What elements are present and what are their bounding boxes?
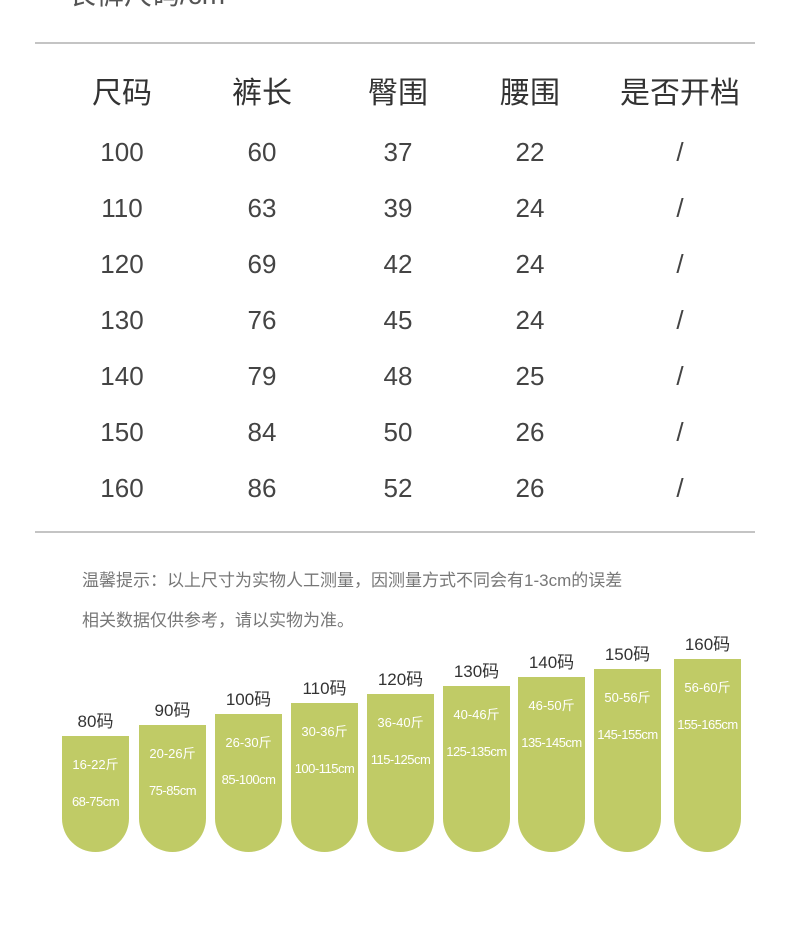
size-height: 145-155cm <box>597 727 658 742</box>
size-label: 120码 <box>378 670 423 689</box>
size-bar <box>674 659 741 852</box>
table-cell: 76 <box>248 305 277 335</box>
table-cell: 100 <box>100 137 143 167</box>
table-cell: 84 <box>248 417 277 447</box>
table-cell: 26 <box>516 473 545 503</box>
table-cell: 37 <box>384 137 413 167</box>
table-cell: 140 <box>100 361 143 391</box>
size-weight: 16-22斤 <box>72 757 118 772</box>
table-cell: 25 <box>516 361 545 391</box>
size-height: 115-125cm <box>371 752 431 767</box>
table-cell: / <box>676 249 684 279</box>
table-cell: 52 <box>384 473 413 503</box>
table-cell: 26 <box>516 417 545 447</box>
size-bar <box>367 694 434 852</box>
table-cell: 24 <box>516 305 545 335</box>
table-cell: 63 <box>248 193 277 223</box>
size-weight: 26-30斤 <box>225 735 271 750</box>
size-label: 80码 <box>78 712 114 731</box>
table-cell: 110 <box>101 193 142 223</box>
size-height: 155-165cm <box>677 717 738 732</box>
size-bar <box>291 703 358 852</box>
table-cell: / <box>676 193 684 223</box>
size-bar <box>139 725 206 852</box>
table-cell: 130 <box>100 305 143 335</box>
size-height: 75-85cm <box>149 783 196 798</box>
size-height: 125-135cm <box>446 744 507 759</box>
note: 相关数据仅供参考，请以实物为准。 <box>82 611 354 630</box>
table-header: 是否开档 <box>620 77 740 110</box>
size-weight: 46-50斤 <box>528 698 574 713</box>
size-bar <box>594 669 661 852</box>
table-cell: 150 <box>100 417 143 447</box>
table-cell: / <box>676 473 684 503</box>
size-weight: 40-46斤 <box>453 707 499 722</box>
table-cell: / <box>676 361 684 391</box>
size-weight: 20-26斤 <box>149 746 195 761</box>
size-height: 85-100cm <box>222 772 276 787</box>
title: 长裤尺码/cm <box>68 0 225 10</box>
table-header: 腰围 <box>500 77 560 110</box>
table-header: 裤长 <box>232 77 292 110</box>
size-label: 160码 <box>685 635 730 654</box>
size-label: 90码 <box>155 701 191 720</box>
table-cell: 120 <box>100 249 143 279</box>
size-label: 140码 <box>529 653 574 672</box>
table-cell: / <box>676 137 684 167</box>
table-cell: 24 <box>516 193 545 223</box>
table-cell: 79 <box>248 361 277 391</box>
table-cell: 48 <box>384 361 413 391</box>
table-cell: 160 <box>100 473 143 503</box>
size-label: 110码 <box>302 679 346 698</box>
table-cell: 86 <box>248 473 277 503</box>
size-weight: 56-60斤 <box>684 680 730 695</box>
table-header: 尺码 <box>92 77 152 110</box>
table-cell: 69 <box>248 249 277 279</box>
size-height: 68-75cm <box>72 794 119 809</box>
table-cell: 24 <box>516 249 545 279</box>
table-header: 臀围 <box>368 77 428 110</box>
table-cell: 45 <box>384 305 413 335</box>
size-height: 100-115cm <box>295 761 355 776</box>
table-cell: 39 <box>384 193 413 223</box>
size-label: 150码 <box>605 645 650 664</box>
size-height: 135-145cm <box>521 735 582 750</box>
size-bar <box>443 686 510 852</box>
size-bar <box>518 677 585 852</box>
table-cell: 42 <box>384 249 413 279</box>
size-weight: 36-40斤 <box>377 715 423 730</box>
table-cell: 60 <box>248 137 277 167</box>
size-weight: 30-36斤 <box>301 724 347 739</box>
table-cell: / <box>676 305 684 335</box>
table-cell: 50 <box>384 417 413 447</box>
table-cell: / <box>676 417 684 447</box>
size-bar <box>215 714 282 852</box>
size-bar <box>62 736 129 852</box>
table-cell: 22 <box>516 137 545 167</box>
size-label: 130码 <box>454 662 499 681</box>
size-weight: 50-56斤 <box>604 690 650 705</box>
size-label: 100码 <box>226 690 271 709</box>
note: 温馨提示：以上尺寸为实物人工测量，因测量方式不同会有1-3cm的误差 <box>82 571 622 590</box>
